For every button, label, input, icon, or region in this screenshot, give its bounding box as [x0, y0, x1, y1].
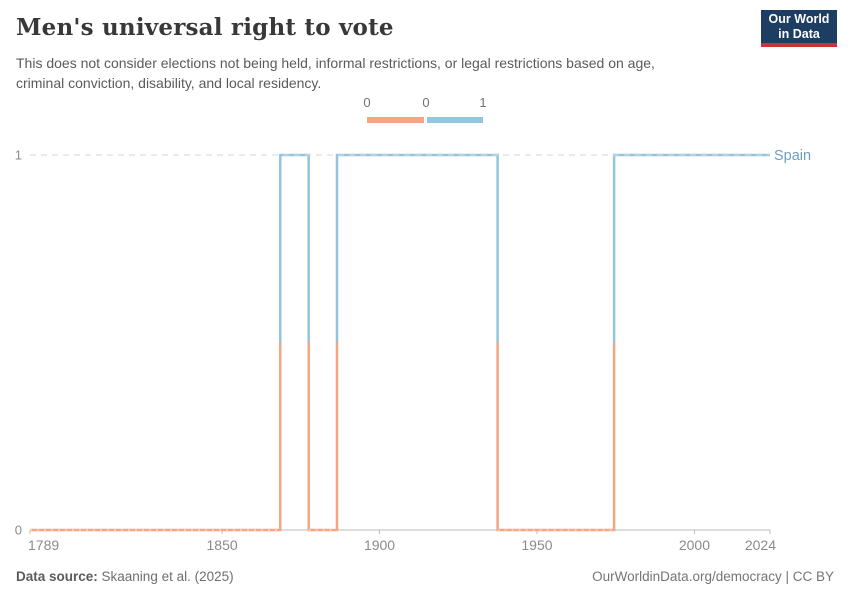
legend-bin-0[interactable] [367, 117, 424, 123]
legend-bin-1[interactable] [427, 117, 483, 123]
data-source-value: Skaaning et al. (2025) [97, 569, 234, 584]
x-tick-label: 1900 [364, 537, 395, 553]
data-source: Data source: Skaaning et al. (2025) [16, 569, 234, 584]
page-title: Men's universal right to vote [16, 14, 394, 41]
x-tick-label: 2024 [745, 537, 776, 553]
x-tick-label: 2000 [679, 537, 710, 553]
legend-edge-label: 0 [422, 95, 430, 110]
y-tick-label: 1 [15, 148, 22, 163]
step-line-value1[interactable] [30, 153, 770, 530]
chart-footer: Data source: Skaaning et al. (2025) OurW… [16, 569, 834, 589]
owid-logo[interactable]: Our World in Data [761, 10, 837, 47]
legend-edge-label: 1 [479, 95, 487, 110]
x-tick-label: 1950 [521, 537, 552, 553]
owid-logo-line1: Our World [768, 12, 830, 27]
x-tick-label: 1850 [207, 537, 238, 553]
y-tick-label: 0 [15, 523, 22, 538]
data-source-label: Data source: [16, 569, 98, 584]
owid-logo-line2: in Data [778, 26, 820, 41]
entity-label[interactable]: Spain [774, 148, 811, 164]
chart-subtitle: This does not consider elections not bei… [16, 55, 655, 91]
license-link[interactable]: OurWorldinData.org/democracy | CC BY [592, 569, 834, 584]
x-tick-label: 1789 [28, 537, 59, 553]
legend-edge-label: 0 [363, 95, 371, 110]
step-line-value0[interactable] [30, 155, 770, 532]
